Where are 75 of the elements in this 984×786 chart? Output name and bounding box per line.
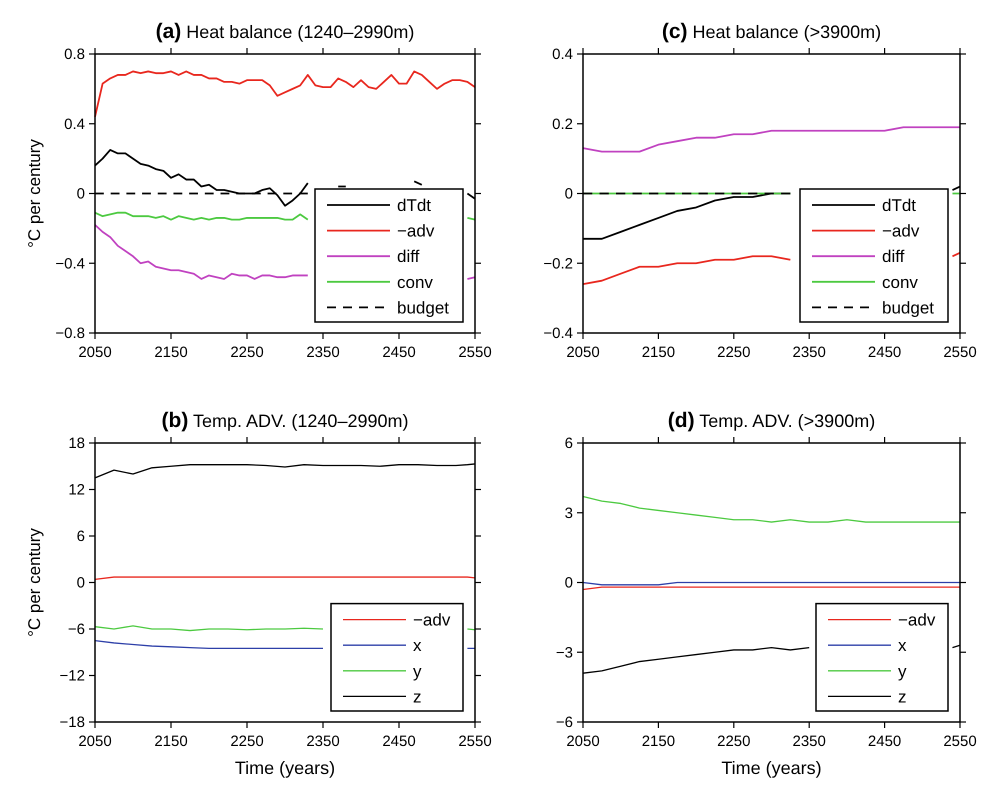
y-tick-label: 0	[564, 574, 573, 592]
x-tick-label: 2050	[78, 344, 112, 361]
y-tick-label: 6	[76, 528, 85, 545]
chart-title: (a) Heat balance (1240–2990m)	[156, 20, 414, 43]
line-series	[94, 70, 476, 118]
legend-label: dTdt	[397, 196, 432, 215]
x-tick-label: 2150	[154, 344, 188, 361]
legend-label: −adv	[882, 222, 920, 241]
y-tick-label: 0	[564, 186, 573, 202]
legend-label: −adv	[898, 610, 936, 630]
y-tick-label: −0.4	[543, 325, 573, 342]
line-series	[582, 126, 961, 153]
y-tick-label: −0.2	[543, 255, 573, 272]
x-tick-label: 2450	[868, 733, 902, 750]
legend-label: z	[898, 687, 906, 706]
y-axis-title: °C per century	[25, 138, 44, 248]
legend-label: z	[413, 687, 422, 706]
legend-label: y	[898, 662, 907, 681]
y-tick-label: 6	[564, 435, 573, 452]
x-tick-label: 2550	[943, 733, 977, 750]
legend-label: −adv	[413, 610, 451, 630]
x-axis-title: Time (years)	[234, 758, 336, 778]
x-tick-label: 2550	[458, 344, 492, 361]
y-tick-label: −18	[60, 714, 85, 731]
x-tick-label: 2450	[382, 733, 416, 750]
y-tick-label: −0.4	[55, 255, 85, 272]
y-tick-label: −3	[556, 644, 573, 662]
y-tick-label: −12	[60, 668, 85, 684]
x-tick-label: 2150	[154, 733, 188, 750]
y-tick-label: 0.4	[64, 116, 85, 133]
x-tick-label: 2350	[306, 733, 340, 750]
legend-label: conv	[397, 272, 434, 292]
y-tick-label: 0.4	[552, 46, 573, 63]
chart-title: (d) Temp. ADV. (>3900m)	[668, 409, 876, 432]
x-tick-label: 2150	[642, 344, 676, 361]
x-tick-label: 2550	[943, 344, 977, 361]
legend-label: conv	[882, 272, 918, 292]
y-tick-label: 0.8	[64, 46, 85, 63]
x-tick-label: 2350	[792, 733, 826, 750]
x-tick-label: 2450	[868, 344, 902, 361]
legend-label: diff	[397, 247, 420, 266]
y-tick-label: −6	[556, 714, 573, 731]
chart-title: (c) Heat balance (>3900m)	[662, 20, 882, 43]
x-tick-label: 2350	[306, 344, 340, 361]
legend-label: x	[413, 636, 422, 656]
y-tick-label: −0.8	[55, 325, 85, 342]
legend-label: diff	[882, 247, 905, 266]
legend-label: y	[413, 662, 422, 681]
y-tick-label: 3	[564, 504, 573, 522]
x-tick-label: 2250	[717, 344, 750, 361]
x-tick-label: 2150	[642, 733, 676, 750]
y-tick-label: 18	[68, 435, 85, 452]
legend-label: x	[898, 636, 907, 656]
y-tick-label: 0	[76, 574, 85, 592]
x-tick-label: 2250	[230, 344, 264, 361]
line-series	[582, 496, 961, 523]
legend-label: dTdt	[882, 196, 916, 215]
x-tick-label: 2550	[458, 733, 492, 750]
y-tick-label: 0.2	[552, 116, 573, 133]
x-axis-title: Time (years)	[721, 758, 822, 778]
legend-label: −adv	[397, 222, 435, 241]
x-tick-label: 2050	[566, 344, 600, 361]
x-tick-label: 2050	[78, 733, 112, 750]
x-tick-label: 2050	[566, 733, 600, 750]
y-tick-label: −6	[68, 621, 85, 638]
y-tick-label: 12	[68, 482, 85, 498]
x-tick-label: 2250	[717, 733, 750, 750]
y-axis-title: °C per century	[25, 528, 44, 637]
x-tick-label: 2350	[792, 344, 826, 361]
x-tick-label: 2250	[230, 733, 264, 750]
x-tick-label: 2450	[382, 344, 416, 361]
y-tick-label: 0	[76, 186, 85, 202]
chart-title: (b) Temp. ADV. (1240–2990m)	[162, 409, 408, 432]
legend-label: budget	[882, 298, 934, 318]
legend-label: budget	[397, 298, 450, 318]
